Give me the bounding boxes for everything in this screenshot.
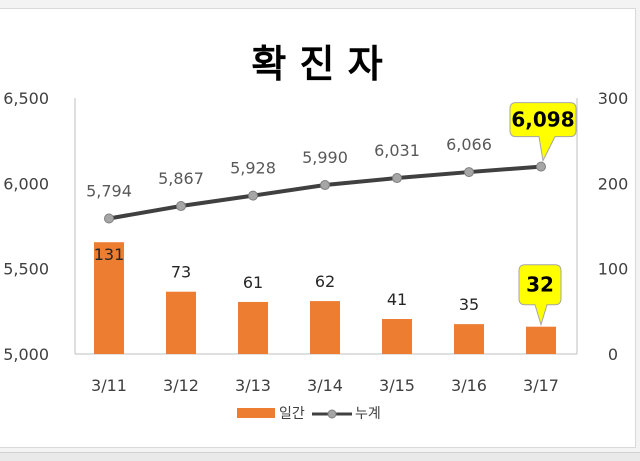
- bar: [94, 242, 124, 354]
- line-point: [176, 201, 186, 212]
- line-data-label: 5,794: [86, 181, 132, 200]
- bar: [310, 301, 340, 354]
- y-right-tick-label: 300: [598, 89, 629, 108]
- bar-data-label: 61: [243, 273, 263, 292]
- legend-swatch-daily: [237, 408, 275, 418]
- x-tick-label: 3/13: [235, 376, 271, 395]
- x-tick-label: 3/15: [379, 376, 415, 395]
- line-data-label: 6,031: [374, 141, 420, 160]
- line-data-label: 5,867: [158, 169, 204, 188]
- x-tick-label: 3/11: [91, 376, 127, 395]
- bar-data-label: 62: [315, 272, 335, 291]
- line-point: [320, 180, 330, 191]
- line-data-label: 5,990: [302, 148, 348, 167]
- bar: [166, 291, 196, 354]
- bar: [382, 319, 412, 354]
- bar: [526, 326, 556, 354]
- line-point: [104, 213, 114, 224]
- x-tick-label: 3/17: [523, 376, 559, 395]
- y-right-tick-label: 0: [608, 345, 618, 364]
- bar-callout-label: 32: [526, 273, 554, 297]
- bar-callout-bubble: [518, 264, 562, 327]
- combo-chart: 확 진 자 5,000 5,500 6,000 6,500 0 100 200 300 3/11 3…: [3, 42, 629, 422]
- bar: [238, 301, 268, 354]
- y-left-tick-label: 5,000: [3, 345, 49, 364]
- bar-data-label: 35: [459, 295, 479, 314]
- chart-panel: 확 진 자 5,000 5,500 6,000 6,500 0 100 200 300 3/11 3…: [0, 8, 636, 448]
- legend-label-cumulative: 누계: [355, 406, 381, 422]
- legend-swatch-marker: [327, 409, 337, 419]
- bar-data-label: 73: [171, 263, 191, 282]
- x-tick-label: 3/12: [163, 376, 199, 395]
- line-callout-label: 6,098: [511, 108, 574, 132]
- page-bottom-strip: [0, 452, 640, 461]
- line-point: [536, 161, 546, 172]
- y-right-tick-label: 200: [598, 174, 629, 193]
- bar-data-label: 41: [387, 290, 407, 309]
- bar: [454, 324, 484, 354]
- chart-title: 확 진 자: [251, 42, 382, 86]
- line-point: [392, 173, 402, 184]
- legend-label-daily: 일간: [279, 406, 305, 422]
- y-right-tick-label: 100: [598, 260, 629, 279]
- y-left-tick-label: 6,000: [3, 174, 49, 193]
- y-left-tick-label: 5,500: [3, 260, 49, 279]
- line-point: [464, 167, 474, 178]
- line-data-label: 5,928: [230, 159, 276, 178]
- line-data-label: 6,066: [446, 135, 492, 154]
- y-left-tick-label: 6,500: [3, 89, 49, 108]
- x-tick-label: 3/14: [307, 376, 343, 395]
- x-tick-label: 3/16: [451, 376, 487, 395]
- bar-data-label: 131: [94, 245, 125, 264]
- line-point: [248, 190, 258, 201]
- line-callout-bubble: [509, 102, 577, 163]
